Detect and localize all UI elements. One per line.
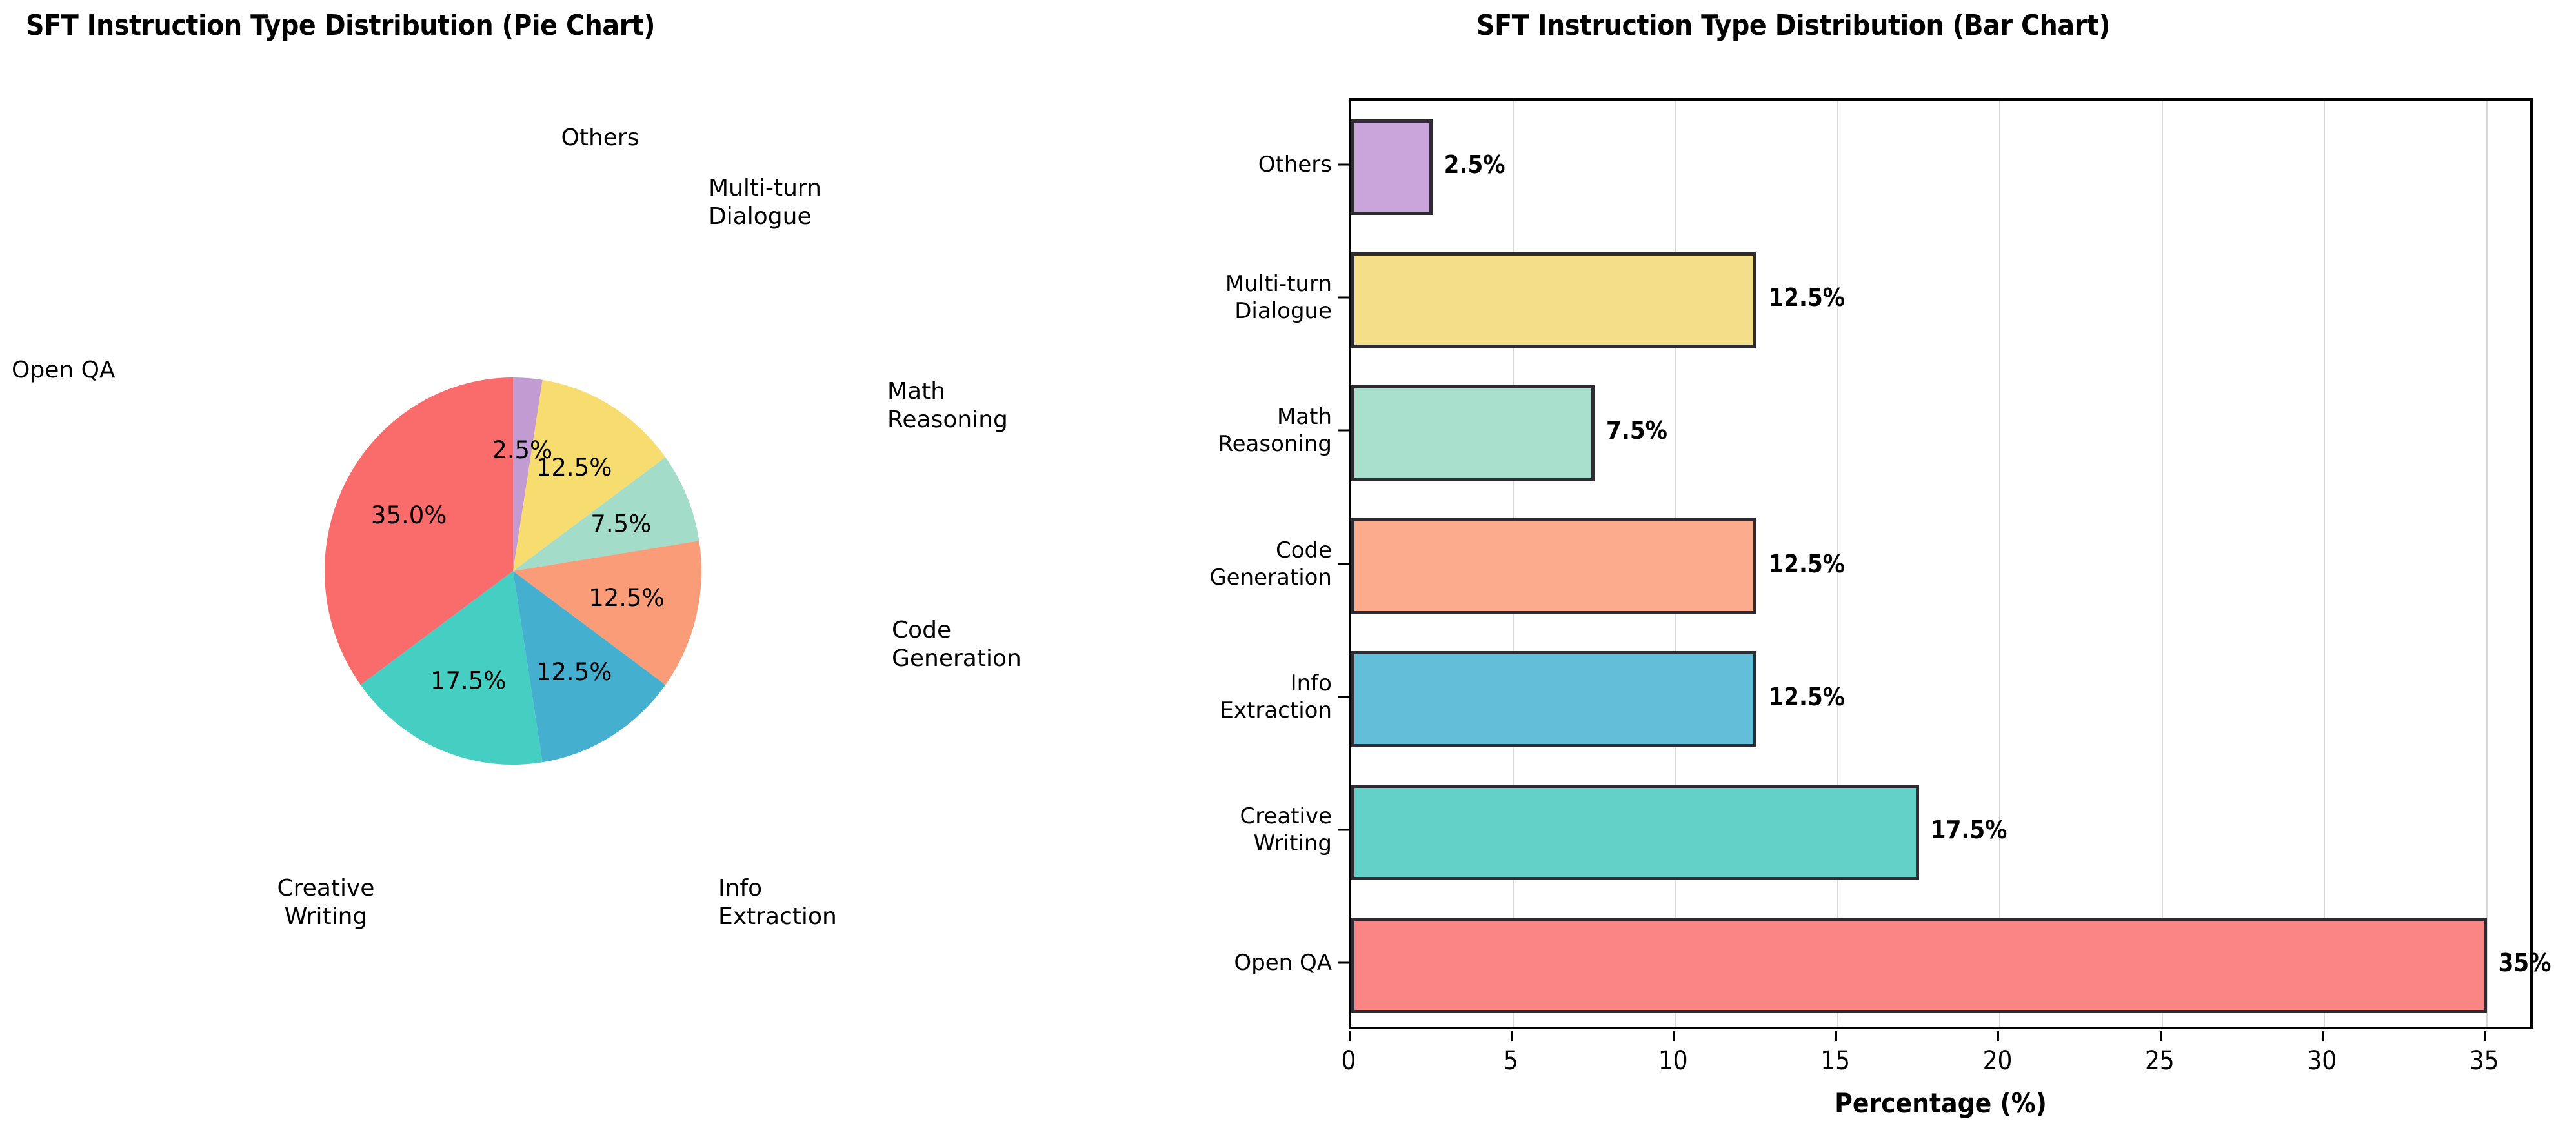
bar-value-label: 12.5% [1768,682,1846,711]
pie-slice[interactable] [513,571,666,763]
x-tick-mark [1511,1031,1513,1041]
pie-chart-svg: 2.5%12.5%7.5%12.5%12.5%17.5%35.0% [324,377,701,765]
x-tick-mark [1673,1031,1675,1041]
pie-label-creative-writing: Creative Writing [277,875,375,930]
pie-slices-group [324,377,701,765]
y-tick-label: Math Reasoning [1218,404,1333,458]
x-tick-mark [1997,1031,2000,1041]
bar-value-label: 12.5% [1768,283,1846,312]
x-gridline [2324,101,2326,1027]
pie-label-code-generation: Code Generation [892,617,1021,672]
y-tick-mark [1338,163,1349,166]
x-gridline [1999,101,2001,1027]
y-tick-label: Creative Writing [1240,803,1332,856]
pie-slice-value-label: 12.5% [589,584,665,612]
pie-label-info-extraction: Info Extraction [718,875,837,930]
bar-chart-title: SFT Instruction Type Distribution (Bar C… [1476,9,2111,42]
pie-slice[interactable] [360,571,543,765]
x-tick-mark [1835,1031,1838,1041]
x-gridline [1837,101,1839,1027]
bar-value-label: 17.5% [1930,815,2007,844]
x-tick-mark [2484,1031,2486,1041]
x-tick-label: 25 [2144,1046,2175,1076]
pie-slice-value-label: 35.0% [371,501,447,529]
pie-chart-title: SFT Instruction Type Distribution (Pie C… [26,9,656,42]
bar-value-label: 7.5% [1606,416,1667,445]
x-gridline [2161,101,2163,1027]
y-tick-label: Multi-turn Dialogue [1225,271,1332,325]
pie-slice-value-label: 7.5% [590,510,651,538]
x-axis-title: Percentage (%) [1835,1087,2047,1119]
bar[interactable] [1351,518,1757,614]
pie-slice-value-label: 12.5% [536,454,612,481]
pie-slice-value-label: 12.5% [536,658,612,686]
y-tick-label: Code Generation [1209,537,1332,590]
pie-slice[interactable] [324,377,513,685]
x-tick-label: 35 [2469,1046,2499,1076]
y-tick-label: Info Extraction [1220,670,1332,723]
x-tick-mark [2322,1031,2324,1041]
pie-slice[interactable] [513,379,666,571]
pie-percent-labels-group: 2.5%12.5%7.5%12.5%12.5%17.5%35.0% [371,436,665,694]
y-tick-mark [1338,696,1349,698]
bar[interactable] [1351,651,1757,747]
x-tick-label: 15 [1820,1046,1850,1076]
y-tick-label: Others [1258,152,1332,178]
pie-label-open-qa: Open QA [12,357,116,383]
y-tick-mark [1338,829,1349,831]
x-tick-mark [1349,1031,1351,1041]
pie-label-others: Others [561,125,639,151]
x-tick-label: 20 [1982,1046,2013,1076]
x-tick-label: 0 [1341,1046,1356,1076]
pie-slice[interactable] [513,541,701,685]
bar[interactable] [1351,917,2487,1014]
bar-value-label: 2.5% [1444,150,1505,179]
pie-label-math-reasoning: Math Reasoning [887,378,1008,433]
y-tick-mark [1338,296,1349,299]
bar-value-label: 35% [2498,948,2551,977]
y-tick-mark [1338,429,1349,432]
pie-chart-panel: SFT Instruction Type Distribution (Pie C… [12,9,1021,930]
y-tick-mark [1338,961,1349,964]
bar[interactable] [1351,784,1919,880]
x-tick-label: 10 [1658,1046,1688,1076]
pie-slice[interactable] [513,377,543,571]
pie-slice-value-label: 17.5% [430,667,507,694]
pie-slice-value-label: 2.5% [492,436,552,464]
y-tick-label: Open QA [1234,949,1332,976]
y-tick-mark [1338,563,1349,565]
bar-chart-plot-area [1349,98,2533,1029]
pie-slice[interactable] [513,457,699,571]
x-gridline [2486,101,2488,1027]
x-tick-label: 5 [1503,1046,1518,1076]
bar[interactable] [1351,385,1595,481]
bar[interactable] [1351,252,1757,348]
bar[interactable] [1351,119,1433,216]
x-tick-label: 30 [2307,1046,2337,1076]
bar-value-label: 12.5% [1768,549,1846,578]
x-tick-mark [2159,1031,2162,1041]
pie-label-multi-turn-dialogue: Multi-turn Dialogue [709,175,821,230]
bar-chart-inner [1351,101,2530,1027]
